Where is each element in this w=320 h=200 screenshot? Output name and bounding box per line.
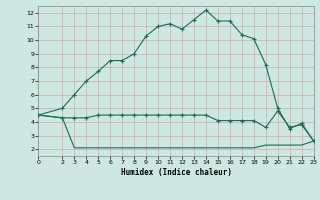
X-axis label: Humidex (Indice chaleur): Humidex (Indice chaleur) <box>121 168 231 177</box>
